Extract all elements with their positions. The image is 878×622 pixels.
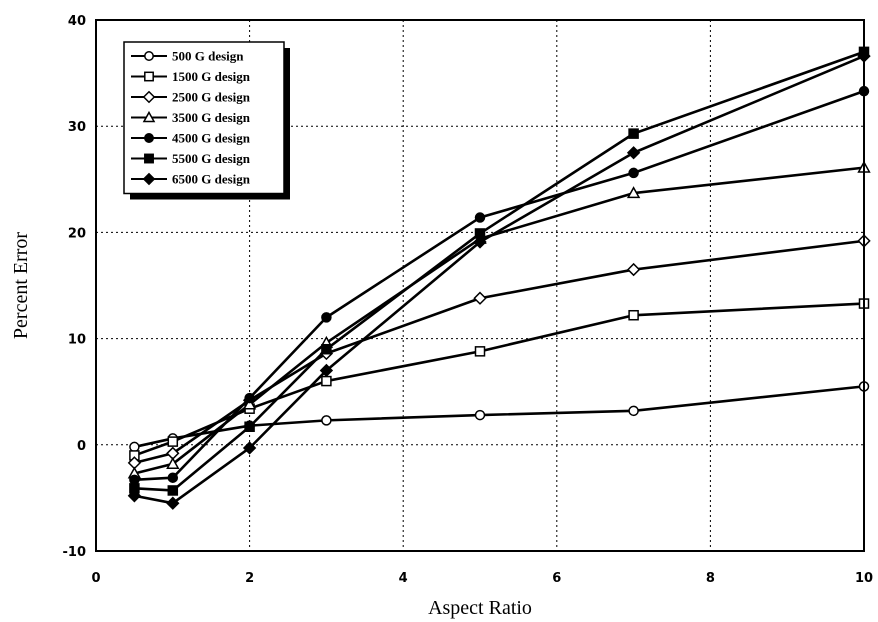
data-point bbox=[244, 421, 255, 432]
legend-marker bbox=[144, 133, 154, 143]
series-4 bbox=[127, 160, 871, 479]
y-tick-label: 20 bbox=[68, 226, 86, 241]
legend-item: 2500 G design bbox=[131, 90, 251, 105]
series-1 bbox=[129, 381, 870, 453]
legend-item: 4500 G design bbox=[131, 131, 251, 146]
data-point bbox=[167, 472, 179, 483]
legend-label: 4500 G design bbox=[172, 131, 251, 146]
data-point bbox=[474, 346, 486, 357]
data-point bbox=[474, 409, 486, 421]
x-tick-label: 10 bbox=[855, 571, 873, 586]
legend-label: 500 G design bbox=[172, 49, 244, 64]
series-7 bbox=[127, 49, 871, 510]
x-tick-label: 0 bbox=[91, 571, 100, 586]
data-point bbox=[244, 392, 255, 404]
legend-item: 1500 G design bbox=[131, 69, 251, 84]
x-tick-label: 4 bbox=[399, 571, 408, 586]
series-layer bbox=[127, 46, 871, 510]
x-tick-label: 2 bbox=[245, 571, 254, 586]
legend-marker bbox=[144, 71, 154, 82]
data-point bbox=[321, 375, 332, 387]
legend-marker bbox=[144, 51, 154, 61]
gridlines bbox=[96, 20, 864, 551]
data-point bbox=[626, 146, 641, 160]
legend-item: 6500 G design bbox=[131, 172, 251, 187]
legend-label: 2500 G design bbox=[172, 90, 251, 105]
data-point bbox=[628, 405, 639, 417]
data-point bbox=[626, 262, 641, 277]
legend-label: 6500 G design bbox=[172, 172, 251, 187]
y-tick-label: 10 bbox=[68, 333, 86, 348]
y-tick-label: 40 bbox=[68, 14, 86, 29]
data-point bbox=[242, 441, 257, 455]
x-tick-label: 6 bbox=[552, 571, 561, 586]
y-tick-label: 0 bbox=[77, 439, 86, 454]
y-axis-title: Percent Error bbox=[10, 232, 32, 340]
data-point bbox=[321, 415, 332, 426]
legend-label: 1500 G design bbox=[172, 69, 251, 84]
data-point bbox=[321, 312, 332, 323]
series-5 bbox=[129, 85, 870, 486]
plot-frame bbox=[95, 19, 865, 552]
data-point bbox=[473, 235, 487, 249]
tick-labels: 0 2 4 6 8 10 -10 0 10 20 30 40 bbox=[63, 14, 874, 586]
legend: 500 G design 1500 G design 2500 G design 35… bbox=[123, 41, 290, 200]
data-point bbox=[628, 309, 639, 321]
legend-item: 500 G design bbox=[131, 49, 244, 64]
data-point bbox=[167, 436, 179, 447]
data-point bbox=[129, 474, 140, 486]
data-point bbox=[167, 485, 179, 496]
data-point bbox=[628, 128, 639, 139]
data-point bbox=[166, 496, 180, 510]
x-tick-label: 8 bbox=[706, 571, 715, 586]
data-point bbox=[129, 441, 140, 453]
legend-marker bbox=[144, 153, 154, 164]
legend-items: 500 G design 1500 G design 2500 G design 35… bbox=[131, 49, 251, 187]
data-point bbox=[628, 167, 639, 179]
y-tick-label: 30 bbox=[68, 120, 86, 135]
data-point bbox=[321, 343, 332, 355]
data-point bbox=[473, 291, 487, 305]
legend-marker bbox=[142, 90, 156, 104]
data-point bbox=[127, 489, 142, 503]
legend-item: 3500 G design bbox=[131, 110, 251, 125]
legend-item: 5500 G design bbox=[131, 151, 251, 166]
legend-marker bbox=[142, 110, 156, 123]
x-axis-title: Aspect Ratio bbox=[428, 597, 532, 619]
y-tick-label: -10 bbox=[63, 545, 87, 560]
data-point bbox=[474, 212, 486, 223]
legend-label: 3500 G design bbox=[172, 110, 251, 125]
legend-label: 5500 G design bbox=[172, 151, 251, 166]
data-point bbox=[166, 456, 180, 469]
data-point bbox=[319, 363, 334, 378]
legend-marker bbox=[142, 172, 156, 186]
data-point bbox=[242, 397, 257, 410]
series-line bbox=[134, 239, 865, 465]
data-point bbox=[626, 186, 641, 199]
series-line bbox=[134, 385, 865, 449]
